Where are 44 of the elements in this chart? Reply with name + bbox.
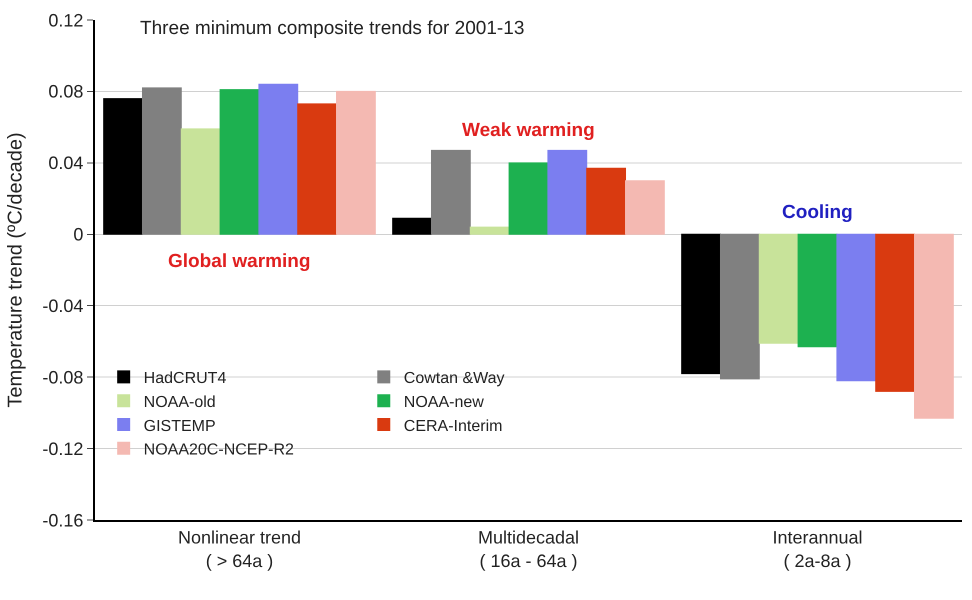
annotation: Weak warming [462,120,595,141]
legend-label: NOAA-old [144,394,216,411]
chart-title: Three minimum composite trends for 2001-13 [140,18,524,39]
legend-label: NOAA-new [404,394,484,411]
bar [220,89,260,235]
bar [508,162,548,235]
bar [142,87,182,235]
y-tick-label: 0.04 [48,153,84,174]
legend-label: NOAA20C-NCEP-R2 [144,442,294,459]
legend-label: Cowtan &Way [404,370,505,388]
bar [297,103,338,235]
bar [625,180,665,235]
bar [758,234,799,344]
y-tick-label: -0.04 [42,296,84,316]
bar [798,234,838,348]
bar [470,226,510,235]
bar [430,150,471,235]
bar [681,234,721,374]
x-tick-label: Interannual ( 2a-8a ) [772,528,863,571]
legend-label: GISTEMP [144,418,216,435]
bar [914,234,954,419]
legend-label: CERA-Interim [404,418,502,435]
y-tick-label: 0 [73,224,84,245]
legend-label: HadCRUT4 [144,370,226,388]
annotation: Cooling [782,202,853,223]
bar [547,150,588,235]
bar [875,234,916,392]
bar [336,90,376,235]
y-tick-label: 0.08 [48,82,84,102]
annotation: Global warming [168,251,311,272]
bar [720,234,760,380]
y-tick-label: -0.08 [42,367,84,388]
y-tick-label: -0.12 [42,438,84,459]
x-tick-label: Nonlinear trend ( > 64a ) [178,528,302,571]
bar [586,168,626,235]
x-tick-label: Multidecadal ( 16a - 64a ) [478,528,580,571]
y-tick-label: 0.12 [48,10,84,30]
bar [103,98,143,235]
bar [836,234,876,382]
y-tick-label: -0.16 [42,510,84,530]
bar [258,84,298,235]
bar [180,128,221,235]
bar [392,218,432,235]
y-axis-title: Temperature trend (ºC/decade) [4,132,26,408]
